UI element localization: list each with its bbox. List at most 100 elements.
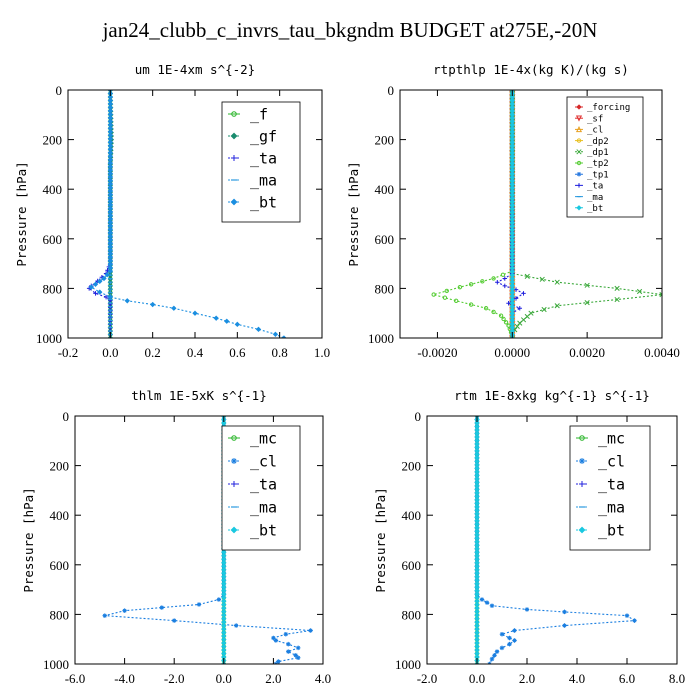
- legend-label: _cl: [250, 452, 277, 470]
- panel-title: rtm 1E-8xkg kg^{-1} s^{-1}: [454, 388, 650, 403]
- y-tick-label: 0: [56, 83, 63, 98]
- data-point: [159, 605, 165, 610]
- legend-symbol: [576, 183, 582, 188]
- data-point: [255, 326, 262, 332]
- x-tick-label: -4.0: [114, 671, 135, 686]
- data-point: [624, 613, 630, 618]
- x-tick-label: 0.0020: [569, 345, 605, 360]
- y-tick-label: 600: [43, 232, 63, 247]
- y-tick-label: 200: [402, 459, 422, 474]
- y-tick-label: 200: [43, 133, 63, 148]
- panel-title: um 1E-4xm s^{-2}: [135, 62, 255, 77]
- data-point: [659, 291, 662, 298]
- x-tick-label: 0.0: [102, 345, 118, 360]
- legend-label: _ta: [598, 475, 625, 493]
- data-point: [479, 597, 485, 602]
- legend-symbol: [579, 481, 585, 487]
- data-point: [632, 618, 637, 623]
- y-tick-label: 0: [63, 409, 70, 424]
- data-point: [541, 306, 547, 313]
- legend-label: _ta: [250, 475, 277, 493]
- y-tick-label: 600: [375, 232, 395, 247]
- legend: _f _gf _ta _ma _bt: [221, 101, 301, 223]
- legend: _mc _cl _ta _ma _bt: [569, 425, 651, 551]
- data-point: [107, 294, 114, 300]
- y-tick-label: 800: [50, 607, 70, 622]
- data-point: [97, 278, 103, 285]
- data-point: [500, 272, 506, 277]
- legend-symbol: [230, 198, 238, 206]
- x-tick-label: 0.0000: [494, 345, 530, 360]
- y-axis-label: Pressure [hPa]: [14, 161, 29, 266]
- data-point: [489, 656, 495, 662]
- legend-symbol: [576, 138, 582, 143]
- data-point: [171, 618, 177, 623]
- data-point: [124, 298, 130, 304]
- x-tick-label: 0.4: [187, 345, 204, 360]
- x-tick-label: -0.0020: [417, 345, 457, 360]
- data-point: [502, 276, 508, 281]
- legend-symbol: [576, 160, 582, 166]
- data-point: [92, 281, 99, 287]
- plot-frame: [74, 415, 324, 665]
- data-point: [295, 645, 301, 651]
- legend-symbol: [230, 526, 238, 534]
- legend-symbol: [576, 205, 582, 211]
- data-point: [491, 309, 496, 315]
- y-tick-label: 600: [50, 558, 70, 573]
- legend-symbol: [579, 458, 585, 464]
- data-point: [517, 320, 523, 326]
- data-point: [233, 623, 239, 628]
- data-point: [281, 335, 287, 338]
- legend-label: _bt: [250, 521, 277, 539]
- data-point: [468, 302, 474, 307]
- y-tick-label: 400: [43, 182, 63, 197]
- y-tick-label: 600: [402, 558, 422, 573]
- data-point: [517, 305, 523, 311]
- data-point: [554, 303, 560, 309]
- legend-symbol: [231, 458, 237, 464]
- x-tick-label: 0.8: [272, 345, 288, 360]
- data-point: [554, 279, 560, 285]
- y-tick-label: 1000: [395, 657, 421, 672]
- y-tick-label: 1000: [36, 331, 62, 346]
- legend-label: _dp2: [587, 137, 609, 147]
- x-tick-label: 4.0: [569, 671, 585, 686]
- x-tick-label: 0.0: [216, 671, 232, 686]
- y-tick-label: 1000: [368, 331, 394, 346]
- panel-4: -2.0 0.0 2.0 4.0 6.0 8.0 0 200 400 600 800 1000 rtm …: [373, 388, 685, 686]
- x-tick-label: 2.0: [519, 671, 535, 686]
- legend-label: _f: [250, 105, 268, 123]
- figure-title: jan24_clubb_c_invrs_tau_bkgndm BUDGET at…: [102, 18, 598, 42]
- legend-symbol: [576, 104, 582, 110]
- panel-2: -0.0020 0.0000 0.0020 0.0040 0 200 400 600 800 10…: [346, 62, 680, 360]
- data-point: [431, 292, 436, 297]
- legend-label: _ma: [598, 498, 625, 516]
- legend: _mc _cl _ta _ma _bt: [221, 425, 301, 551]
- legend-label: _sf: [587, 114, 603, 124]
- data-point: [492, 653, 497, 658]
- data-point: [539, 276, 545, 282]
- series-group: [431, 90, 662, 338]
- legend-symbol: [575, 115, 583, 122]
- legend-label: _forcing: [587, 103, 630, 113]
- data-point: [149, 301, 156, 308]
- data-point: [97, 289, 103, 295]
- data-point: [562, 609, 567, 615]
- y-tick-label: 0: [388, 83, 395, 98]
- x-tick-label: 1.0: [314, 345, 330, 360]
- legend-label: _bt: [598, 521, 625, 539]
- x-tick-label: -6.0: [65, 671, 86, 686]
- y-tick-label: 400: [375, 182, 395, 197]
- legend-symbol: [578, 526, 586, 534]
- legend-symbol: [231, 481, 237, 487]
- data-point: [171, 305, 177, 311]
- data-point: [442, 295, 448, 300]
- data-point: [484, 600, 490, 605]
- data-point: [512, 638, 517, 643]
- data-point: [107, 268, 114, 274]
- data-point: [614, 296, 620, 303]
- data-point: [271, 635, 276, 641]
- legend-symbol: [576, 171, 582, 177]
- data-point: [283, 631, 289, 637]
